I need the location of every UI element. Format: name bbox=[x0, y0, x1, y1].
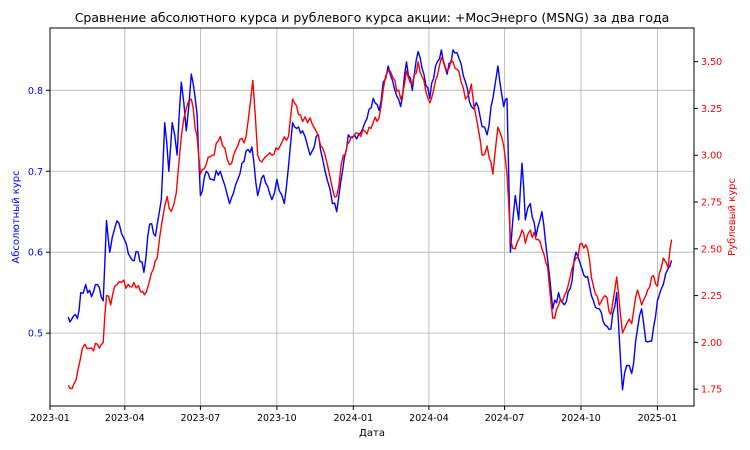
y-left-tick-label: 0.7 bbox=[28, 167, 43, 178]
x-tick-label: 2024-10 bbox=[561, 413, 601, 424]
y-right-tick-label: 1.75 bbox=[701, 385, 722, 396]
y-left-tick-label: 0.5 bbox=[28, 329, 43, 340]
y-right-tick-label: 2.75 bbox=[701, 198, 722, 209]
y-right-tick-label: 2.00 bbox=[701, 338, 722, 349]
series-layer bbox=[67, 49, 673, 391]
x-axis: 2023-01 2023-04 2023-07 2023-10 2024-01 2024-… bbox=[30, 406, 677, 424]
y-axis-right-label: Рублевый курс bbox=[727, 178, 738, 256]
series-line-left bbox=[67, 49, 673, 391]
y-right-tick-label: 3.50 bbox=[701, 57, 722, 68]
y-right-tick-label: 2.25 bbox=[701, 291, 722, 302]
x-tick-label: 2023-10 bbox=[257, 413, 297, 424]
chart-title: Сравнение абсолютного курса и рублевого … bbox=[75, 10, 670, 25]
series-line-right bbox=[67, 57, 673, 390]
y-axis-left-label: Абсолютный курс bbox=[11, 170, 22, 263]
y-left-tick-label: 0.6 bbox=[28, 248, 43, 259]
x-tick-label: 2025-01 bbox=[638, 413, 678, 424]
y-axis-left: 0.5 0.6 0.7 0.8 bbox=[28, 86, 50, 340]
x-tick-label: 2024-04 bbox=[409, 413, 449, 424]
y-right-tick-label: 3.00 bbox=[701, 151, 722, 162]
y-axis-right: 1.75 2.00 2.25 2.50 2.75 3.00 3.25 3.50 bbox=[694, 57, 722, 396]
grid bbox=[49, 28, 694, 406]
y-left-tick-label: 0.8 bbox=[28, 86, 43, 97]
x-tick-label: 2023-07 bbox=[181, 413, 221, 424]
y-right-tick-label: 2.50 bbox=[701, 244, 722, 255]
x-axis-label: Дата bbox=[359, 428, 385, 439]
plot-frame bbox=[49, 27, 695, 407]
y-right-tick-label: 3.25 bbox=[701, 104, 722, 115]
x-tick-label: 2023-04 bbox=[105, 413, 145, 424]
x-tick-label: 2024-07 bbox=[485, 413, 525, 424]
x-tick-label: 2024-01 bbox=[333, 413, 373, 424]
x-tick-label: 2023-01 bbox=[30, 413, 70, 424]
